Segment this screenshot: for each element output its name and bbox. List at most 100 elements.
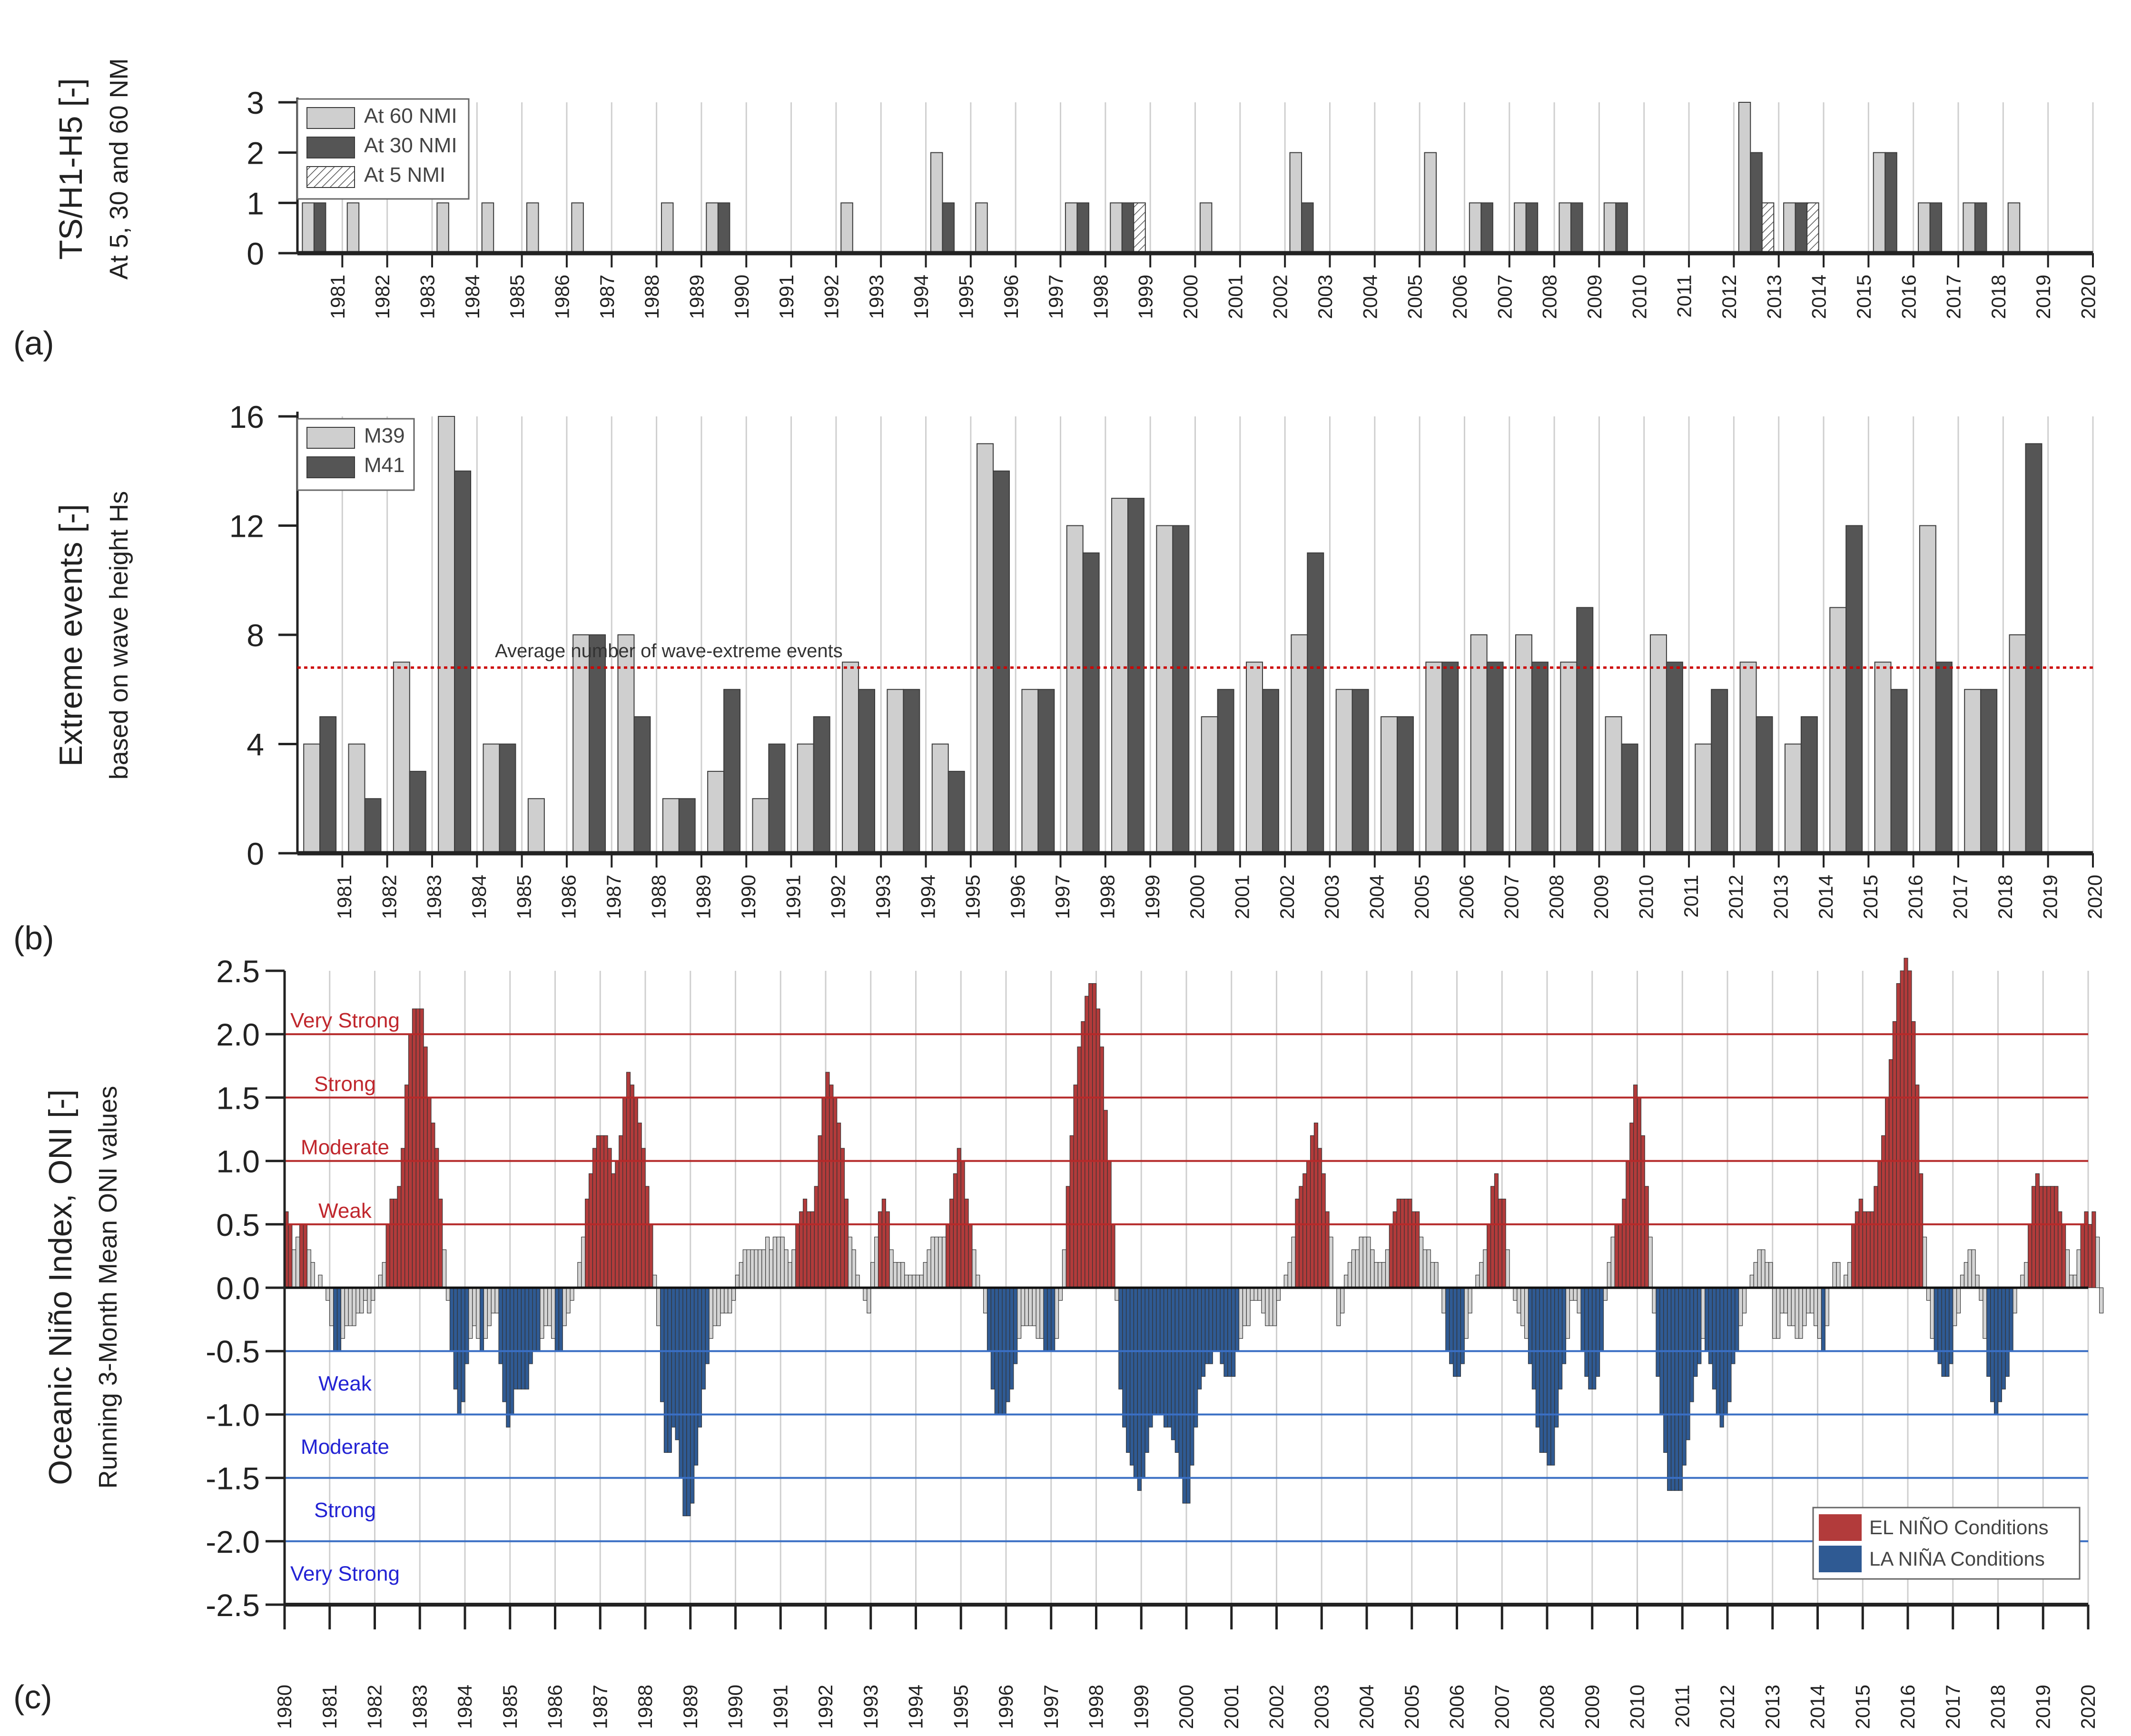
oni-bar xyxy=(1238,1287,1243,1339)
oni-bar xyxy=(987,1287,992,1351)
oni-bar xyxy=(1194,1287,1198,1428)
a-ytick-label: 2 xyxy=(247,136,264,171)
oni-bar xyxy=(326,1287,330,1301)
c-xtick-label: 1980 xyxy=(273,1685,296,1729)
oni-bar xyxy=(1295,1198,1300,1288)
a-bar-at-5-nmi xyxy=(1806,202,1819,254)
oni-bar xyxy=(1129,1287,1135,1466)
oni-bar xyxy=(1276,1287,1281,1301)
oni-bar xyxy=(419,1008,424,1288)
oni-bar xyxy=(2035,1173,2040,1288)
oni-bar xyxy=(1066,1186,1070,1288)
oni-bar xyxy=(724,1287,729,1313)
a-bar-at-60-nmi xyxy=(706,202,719,254)
oni-bar xyxy=(427,1097,432,1288)
b-bar-m39 xyxy=(1739,661,1757,854)
oni-bar xyxy=(1517,1287,1521,1313)
b-bar-m39 xyxy=(707,770,725,854)
oni-bar xyxy=(867,1287,871,1313)
oni-bar xyxy=(1422,1249,1427,1288)
oni-bar xyxy=(1670,1287,1676,1491)
oni-bar xyxy=(1415,1211,1420,1288)
oni-bar xyxy=(1708,1287,1713,1364)
oni-bar xyxy=(483,1287,488,1339)
oni-bar xyxy=(1866,1211,1871,1288)
oni-bar xyxy=(1081,1021,1085,1288)
oni-bar xyxy=(1325,1211,1330,1288)
oni-bar xyxy=(412,1008,416,1288)
b-xtick-label: 1986 xyxy=(558,875,580,919)
oni-bar xyxy=(848,1236,852,1288)
oni-bar xyxy=(908,1274,913,1288)
oni-bar xyxy=(697,1287,702,1428)
oni-bar xyxy=(1772,1287,1777,1339)
oni-bar xyxy=(521,1287,525,1390)
oni-bar xyxy=(348,1287,353,1326)
oni-bar xyxy=(1795,1287,1799,1339)
c-xtick-label: 2010 xyxy=(1626,1685,1648,1729)
oni-bar xyxy=(829,1085,834,1288)
oni-bar xyxy=(1592,1287,1597,1390)
oni-bar xyxy=(2076,1249,2081,1288)
oni-bar xyxy=(2042,1186,2047,1288)
b-bar-m41 xyxy=(1800,716,1818,854)
b-legend-label: M39 xyxy=(364,424,405,447)
oni-bar xyxy=(1137,1287,1142,1491)
a-bar-at-30-nmi xyxy=(1570,202,1583,254)
oni-bar xyxy=(964,1198,969,1288)
b-bar-m39 xyxy=(1605,716,1622,854)
oni-bar xyxy=(1577,1287,1581,1313)
oni-bar xyxy=(1817,1287,1822,1339)
oni-bar xyxy=(1269,1287,1273,1326)
oni-bar xyxy=(1092,983,1097,1288)
a-bar-at-60-nmi xyxy=(1918,202,1931,254)
b-bar-m39 xyxy=(1560,661,1578,854)
oni-bar xyxy=(607,1148,612,1288)
oni-bar xyxy=(927,1249,931,1288)
oni-bar xyxy=(1990,1287,1995,1402)
oni-bar xyxy=(2080,1224,2085,1288)
c-xtick-label: 2020 xyxy=(2077,1685,2099,1729)
oni-bar xyxy=(352,1287,356,1326)
oni-bar xyxy=(942,1236,947,1288)
c-xtick-label: 2004 xyxy=(1355,1685,1378,1729)
oni-bar xyxy=(2028,1224,2032,1288)
panel-c-chart: Very Strong Strong Moderate Weak Weak Moderat… xyxy=(13,954,2104,1729)
c-legend-swatch xyxy=(1819,1546,1862,1572)
oni-bar xyxy=(1554,1287,1559,1428)
oni-bar xyxy=(333,1287,338,1351)
b-bar-m41 xyxy=(723,689,741,854)
a-bar-at-60-nmi xyxy=(1603,202,1617,254)
b-bar-m39 xyxy=(1784,743,1802,854)
oni-bar xyxy=(318,1274,323,1288)
oni-bar xyxy=(1930,1287,1934,1339)
a-xtick-label: 2019 xyxy=(2032,275,2054,319)
b-bar-m41 xyxy=(1217,689,1234,854)
a-xtick-label: 1990 xyxy=(730,275,753,319)
oni-bar xyxy=(1047,1287,1052,1351)
a-bar-at-30-nmi xyxy=(1929,202,1943,254)
b-xtick-label: 1983 xyxy=(423,875,445,919)
oni-bar xyxy=(1844,1274,1848,1288)
oni-bar xyxy=(750,1249,755,1288)
oni-bar xyxy=(1727,1287,1732,1402)
a-xtick-label: 2005 xyxy=(1404,275,1426,319)
oni-bar xyxy=(1351,1249,1356,1288)
oni-bar xyxy=(1178,1287,1183,1479)
a-xtick-label: 1983 xyxy=(416,275,439,319)
b-xtick-label: 2004 xyxy=(1366,875,1388,919)
a-xtick-label: 2018 xyxy=(1987,275,2010,319)
b-bar-m41 xyxy=(1621,743,1638,854)
a-bar-at-30-nmi xyxy=(1884,152,1897,254)
panel-b-ylabel2: based on wave height Hs xyxy=(105,491,133,779)
oni-bar xyxy=(585,1198,590,1288)
c-xtick-label: 2019 xyxy=(2032,1685,2054,1729)
oni-bar xyxy=(378,1274,383,1288)
threshold-label: Very Strong xyxy=(290,1562,400,1585)
oni-bar xyxy=(893,1262,898,1288)
oni-bar xyxy=(562,1287,567,1326)
oni-bar xyxy=(946,1224,950,1288)
oni-bar xyxy=(1915,1085,1920,1288)
oni-bar xyxy=(1051,1287,1056,1351)
oni-bar xyxy=(663,1287,668,1453)
